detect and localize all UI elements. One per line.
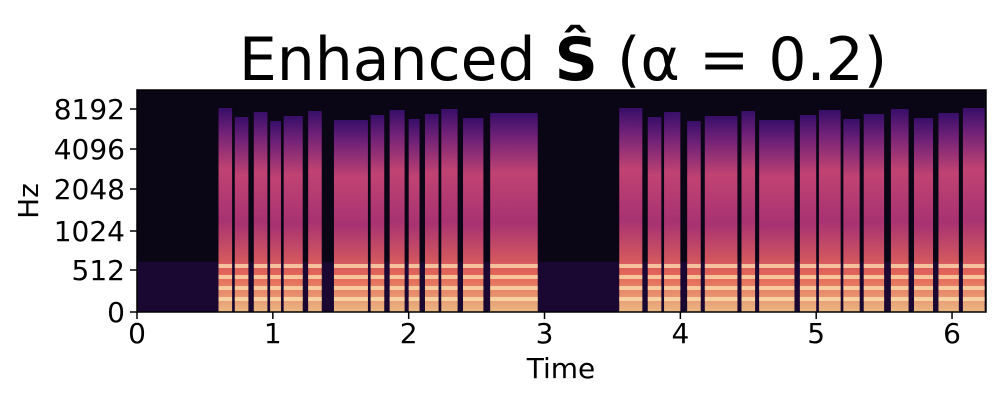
- segment-energy: [270, 121, 281, 312]
- segment-harmonics: [424, 262, 439, 308]
- speech-segment: [490, 113, 538, 312]
- segment-harmonics: [370, 262, 385, 308]
- segment-energy: [408, 119, 420, 312]
- segment-energy: [218, 108, 233, 312]
- x-tick-label: 6: [943, 317, 961, 350]
- segment-harmonics: [253, 262, 268, 308]
- segment-harmonics: [843, 262, 860, 308]
- segment-energy: [619, 108, 643, 312]
- segment-harmonics: [270, 262, 281, 308]
- speech-segment: [283, 116, 303, 312]
- speech-segment: [704, 116, 738, 312]
- x-tick-label: 1: [264, 317, 282, 350]
- segment-harmonics: [962, 262, 985, 308]
- speech-segment: [741, 111, 756, 312]
- speech-segments: [218, 108, 985, 312]
- segment-harmonics: [759, 262, 795, 308]
- segment-energy: [962, 108, 985, 312]
- y-tick-label: 8192: [54, 93, 125, 126]
- segment-harmonics: [687, 262, 701, 308]
- plot-frame: [136, 89, 987, 313]
- x-axis-label: Time: [526, 352, 596, 385]
- speech-segment: [408, 119, 420, 312]
- segment-harmonics: [938, 262, 959, 308]
- y-tick-label: 512: [72, 254, 125, 287]
- segment-harmonics: [863, 262, 885, 308]
- segment-harmonics: [890, 262, 909, 308]
- y-axis-ticks: 0 512 1024 2048 4096 8192: [54, 93, 137, 329]
- segment-harmonics: [704, 262, 738, 308]
- y-tick-label: 0: [107, 296, 125, 329]
- segment-harmonics: [914, 262, 934, 308]
- segment-harmonics: [218, 262, 233, 308]
- segment-harmonics: [664, 262, 681, 308]
- speech-segment: [843, 119, 860, 312]
- speech-segment: [370, 115, 385, 312]
- x-tick-label: 5: [807, 317, 825, 350]
- speech-segment: [664, 112, 681, 312]
- speech-segment: [441, 109, 458, 312]
- x-tick-label: 0: [128, 317, 146, 350]
- chart-title: Enhanced Ŝ (α = 0.2): [239, 24, 887, 95]
- x-tick-label: 2: [400, 317, 418, 350]
- plot-area: [137, 90, 986, 312]
- speech-segment: [687, 121, 701, 312]
- speech-segment: [759, 120, 795, 312]
- segment-harmonics: [333, 262, 368, 308]
- speech-segment: [234, 117, 249, 312]
- segment-harmonics: [389, 262, 405, 308]
- segment-harmonics: [490, 262, 538, 308]
- y-tick-label: 4096: [54, 133, 125, 166]
- y-tick-label: 1024: [54, 215, 125, 248]
- segment-harmonics: [408, 262, 420, 308]
- segment-energy: [890, 109, 909, 312]
- speech-segment: [389, 110, 405, 312]
- speech-segment: [799, 115, 817, 312]
- speech-segment: [253, 112, 268, 312]
- x-tick-label: 3: [536, 317, 554, 350]
- speech-segment: [218, 108, 233, 312]
- segment-energy: [441, 109, 458, 312]
- speech-segment: [647, 117, 662, 312]
- speech-segment: [619, 108, 643, 312]
- segment-harmonics: [741, 262, 756, 308]
- segment-energy: [389, 110, 405, 312]
- segment-harmonics: [463, 262, 484, 308]
- x-tick-label: 4: [671, 317, 689, 350]
- segment-harmonics: [619, 262, 643, 308]
- segment-harmonics: [799, 262, 817, 308]
- speech-segment: [424, 114, 439, 312]
- segment-energy: [741, 111, 756, 312]
- speech-segment: [270, 121, 281, 312]
- x-axis-ticks: 0 1 2 3 4 5 6: [128, 312, 961, 350]
- speech-segment: [962, 108, 985, 312]
- speech-segment: [890, 109, 909, 312]
- segment-harmonics: [308, 262, 322, 308]
- segment-harmonics: [647, 262, 662, 308]
- speech-segment: [938, 113, 959, 312]
- speech-segment: [818, 110, 841, 312]
- segment-energy: [308, 111, 322, 312]
- y-axis-label: Hz: [12, 183, 45, 219]
- speech-segment: [914, 118, 934, 312]
- segment-harmonics: [283, 262, 303, 308]
- speech-segment: [333, 120, 368, 312]
- speech-segment: [308, 111, 322, 312]
- speech-segment: [863, 114, 885, 312]
- segment-harmonics: [234, 262, 249, 308]
- segment-energy: [818, 110, 841, 312]
- y-tick-label: 2048: [54, 173, 125, 206]
- speech-segment: [463, 118, 484, 312]
- segment-harmonics: [818, 262, 841, 308]
- segment-harmonics: [441, 262, 458, 308]
